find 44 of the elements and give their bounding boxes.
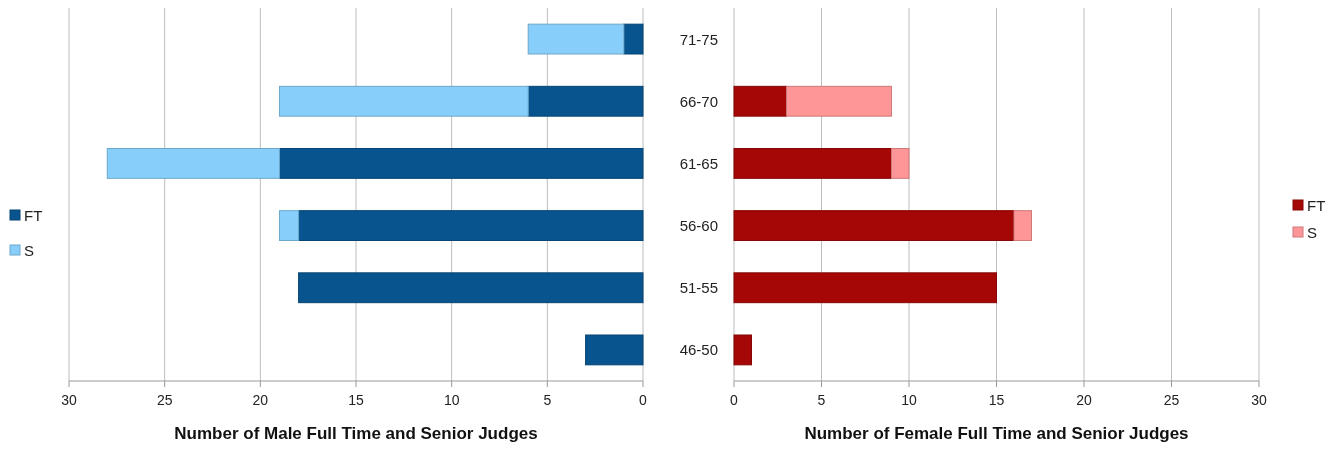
legend-label: FT [24,206,43,224]
bar [278,210,300,241]
bar [733,210,1015,241]
y-tick-label: 66-70 [679,92,718,110]
x-tick-label: 20 [252,392,269,408]
bar [585,334,644,366]
x-tick-label: 15 [348,392,364,408]
x-tick-label: 10 [901,392,917,408]
bar [298,272,644,304]
y-tick-label: 51-55 [679,279,718,297]
x-tick-label: 5 [817,392,826,408]
x-tick-label: 5 [543,392,552,408]
legend-label: FT [1307,196,1326,214]
y-tick-label: 61-65 [679,154,718,172]
x-axis-title: Number of Female Full Time and Senior Judges [804,424,1189,443]
x-tick-label: 30 [61,392,77,408]
x-tick-label: 25 [1163,392,1180,408]
x-tick-label: 0 [639,392,648,408]
x-tick-label: 0 [730,392,739,408]
bar [891,148,910,179]
legend-label: S [1307,223,1318,241]
legend-label: S [24,241,35,259]
bar [733,334,752,366]
bar [298,210,644,241]
bar [1013,210,1032,241]
x-tick-label: 10 [443,392,460,408]
bar [786,85,892,117]
bar [527,23,625,55]
bar [527,85,644,117]
bar [106,148,280,179]
y-tick-label: 56-60 [679,217,718,235]
bar [733,272,997,304]
bar [278,148,644,179]
bar [278,85,529,117]
y-tick-label: 46-50 [679,341,718,359]
bar [733,85,787,117]
x-axis-title: Number of Male Full Time and Senior Judges [174,424,538,443]
x-tick-label: 30 [1251,392,1267,408]
bar [733,148,892,179]
bar [623,23,644,55]
y-tick-label: 71-75 [679,30,718,48]
x-tick-label: 25 [156,392,173,408]
x-tick-label: 20 [1076,392,1092,408]
x-tick-label: 15 [988,392,1005,408]
